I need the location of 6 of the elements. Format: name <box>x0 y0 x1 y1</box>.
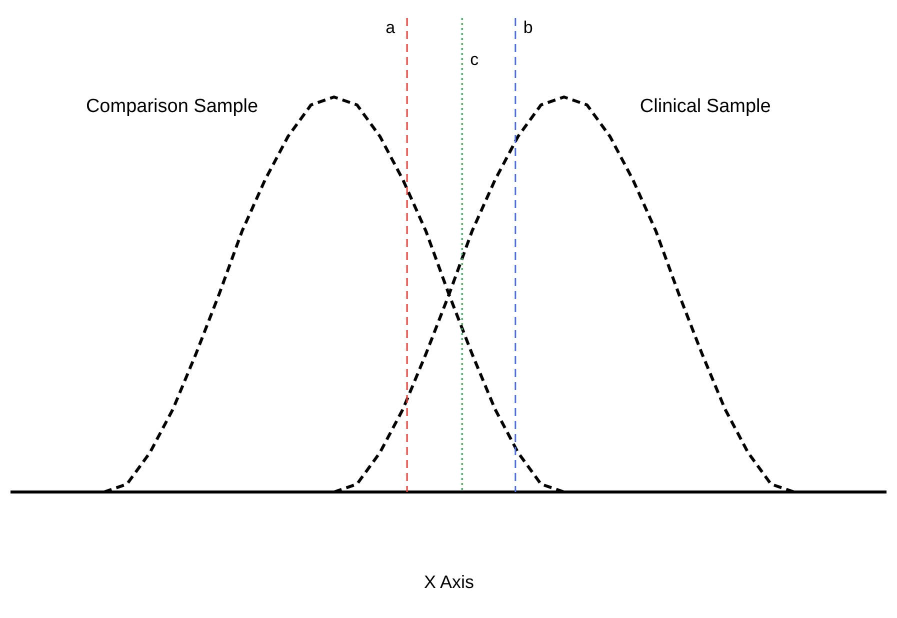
text: c <box>470 50 480 70</box>
series-label: Clinical Sample <box>640 96 771 118</box>
x-axis-title: X Axis <box>424 572 474 592</box>
text: b <box>523 18 533 38</box>
series-label: Comparison Sample <box>86 96 258 118</box>
text: a <box>386 18 396 38</box>
